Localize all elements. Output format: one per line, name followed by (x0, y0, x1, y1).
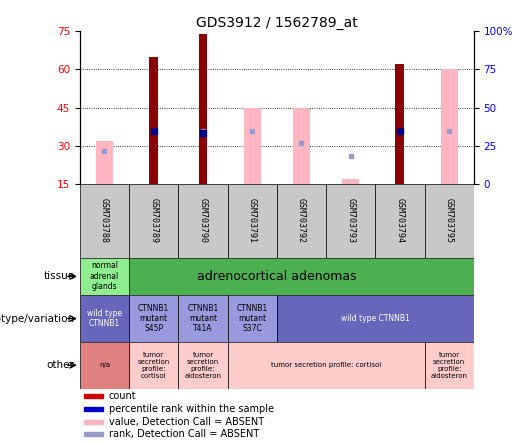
Bar (293, 108, 310, 184)
Text: GSM703790: GSM703790 (198, 198, 208, 243)
Bar (424, 184, 474, 258)
Bar (244, 108, 261, 184)
Text: tumor secretion profile: cortisol: tumor secretion profile: cortisol (271, 362, 381, 368)
Bar (277, 295, 474, 342)
Bar (80, 295, 129, 342)
Text: value, Detection Call = ABSENT: value, Detection Call = ABSENT (109, 416, 264, 427)
Bar (178, 184, 228, 258)
Bar (84, 420, 102, 424)
Bar (178, 342, 228, 388)
Text: GSM703795: GSM703795 (444, 198, 454, 243)
Bar (396, 64, 404, 184)
Bar (80, 258, 129, 295)
Text: GSM703792: GSM703792 (297, 198, 306, 243)
Bar (375, 184, 424, 258)
Bar (129, 342, 178, 388)
Bar (84, 432, 102, 436)
Text: other: other (47, 360, 75, 370)
Bar (198, 34, 208, 184)
Bar (80, 342, 129, 388)
Text: GSM703793: GSM703793 (346, 198, 355, 243)
Text: n/a: n/a (99, 362, 110, 368)
Text: tissue: tissue (44, 271, 75, 281)
Text: CTNNB1
mutant
T41A: CTNNB1 mutant T41A (187, 304, 218, 333)
Text: rank, Detection Call = ABSENT: rank, Detection Call = ABSENT (109, 429, 259, 440)
Bar (342, 179, 359, 184)
Text: genotype/variation: genotype/variation (0, 313, 75, 324)
Bar (178, 295, 228, 342)
Text: count: count (109, 391, 136, 401)
Bar (277, 184, 326, 258)
Bar (149, 57, 158, 184)
Bar (129, 184, 178, 258)
Text: tumor
secretion
profile:
aldosteron: tumor secretion profile: aldosteron (184, 352, 221, 379)
Bar (80, 184, 129, 258)
Bar (424, 342, 474, 388)
Text: adrenocortical adenomas: adrenocortical adenomas (197, 270, 356, 283)
Bar (440, 69, 458, 184)
Text: tumor
secretion
profile:
cortisol: tumor secretion profile: cortisol (138, 352, 170, 379)
Title: GDS3912 / 1562789_at: GDS3912 / 1562789_at (196, 16, 358, 30)
Bar (228, 295, 277, 342)
Bar (228, 342, 424, 388)
Text: CTNNB1
mutant
S37C: CTNNB1 mutant S37C (236, 304, 268, 333)
Text: GSM703791: GSM703791 (248, 198, 256, 243)
Bar (96, 141, 113, 184)
Text: GSM703789: GSM703789 (149, 198, 158, 243)
Text: wild type CTNNB1: wild type CTNNB1 (341, 314, 409, 323)
Bar (129, 258, 474, 295)
Bar (129, 295, 178, 342)
Bar (326, 184, 375, 258)
Text: GSM703788: GSM703788 (100, 198, 109, 243)
Bar (84, 394, 102, 398)
Bar (84, 407, 102, 411)
Text: percentile rank within the sample: percentile rank within the sample (109, 404, 273, 414)
Text: GSM703794: GSM703794 (396, 198, 404, 243)
Text: wild type
CTNNB1: wild type CTNNB1 (87, 309, 122, 328)
Text: normal
adrenal
glands: normal adrenal glands (90, 262, 119, 291)
Text: tumor
secretion
profile:
aldosteron: tumor secretion profile: aldosteron (431, 352, 468, 379)
Text: CTNNB1
mutant
S45P: CTNNB1 mutant S45P (138, 304, 169, 333)
Bar (228, 184, 277, 258)
